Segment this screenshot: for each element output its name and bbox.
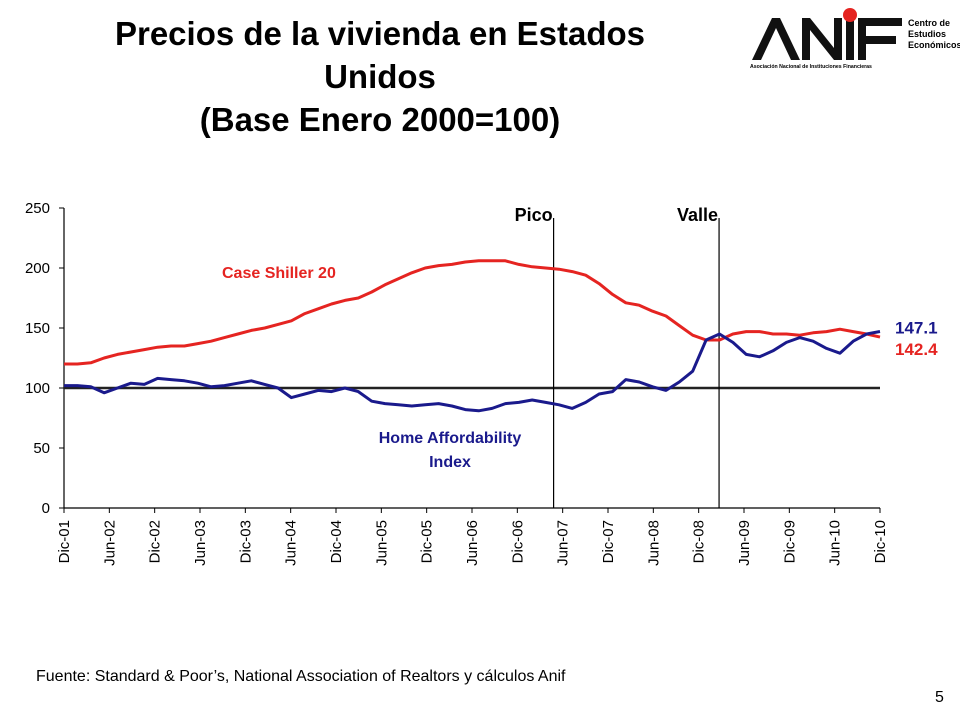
x-tick-label: Jun-03 [192,520,209,566]
x-tick-label: Dic-07 [600,520,617,563]
y-tick-label: 150 [25,320,50,337]
slide-title: Precios de la vivienda en Estados Unidos… [60,12,700,141]
x-tick-label: Dic-05 [419,520,436,563]
page-number: 5 [935,689,944,706]
x-tick-label: Dic-06 [509,520,526,563]
series-case-shiller-line [64,259,881,366]
x-tick-label: Dic-02 [147,520,164,563]
x-tick-label: Jun-10 [827,520,844,566]
annotation-affordability-line-2: Index [429,454,471,471]
x-tick-label: Jun-05 [373,520,390,566]
logo-side-text: Centro de Estudios Económicos [908,18,960,51]
end-label-case-shiller: 142.4 [895,340,938,359]
y-tick-label: 50 [33,440,50,457]
y-tick-label: 250 [25,200,50,217]
x-tick-label: Jun-07 [555,520,572,566]
logo-side-line-1: Centro de [908,18,951,28]
title-line-3: (Base Enero 2000=100) [199,101,561,138]
x-tick-label: Jun-06 [464,520,481,566]
event-label-pico: Pico [515,205,553,225]
logo-side-line-2: Estudios [908,29,947,39]
x-tick-label: Dic-09 [781,520,798,563]
x-tick-label: Dic-04 [328,520,345,563]
title-line-2: Unidos [324,58,436,95]
anif-logo: Centro de Estudios Económicos Asociación… [750,4,960,90]
y-tick-label: 200 [25,260,50,277]
x-tick-label: Jun-04 [283,520,300,566]
anif-wordmark-icon [752,18,902,60]
x-tick-label: Jun-09 [736,520,753,566]
annotation-case-shiller: Case Shiller 20 [222,265,336,282]
x-tick-label: Dic-03 [237,520,254,563]
y-tick-label: 0 [42,500,50,517]
logo-dot [843,8,857,22]
x-tick-label: Dic-08 [691,520,708,563]
source-note: Fuente: Standard & Poor’s, National Asso… [36,668,566,685]
logo-subtitle: Asociación Nacional de Instituciones Fin… [750,64,872,70]
logo-side-line-3: Económicos [908,40,960,50]
x-tick-label: Dic-01 [56,520,73,563]
x-tick-label: Jun-02 [101,520,118,566]
series-affordability-line [64,330,881,413]
title-line-1: Precios de la vivienda en Estados [114,15,646,52]
y-tick-label: 100 [25,380,50,397]
x-tick-label: Jun-08 [645,520,662,566]
event-label-valle: Valle [677,205,718,225]
annotation-affordability-line-1: Home Affordability [379,430,522,447]
chart-canvas: 0 50 100 150 200 250 Dic-01 Jun-02 Dic-02 Jun-03 D… [25,200,938,566]
price-chart: 0 50 100 150 200 250 Dic-01 Jun-02 Dic-02 Jun-03 D… [0,180,960,620]
end-label-affordability: 147.1 [895,318,938,337]
x-tick-label: Dic-10 [872,520,889,563]
